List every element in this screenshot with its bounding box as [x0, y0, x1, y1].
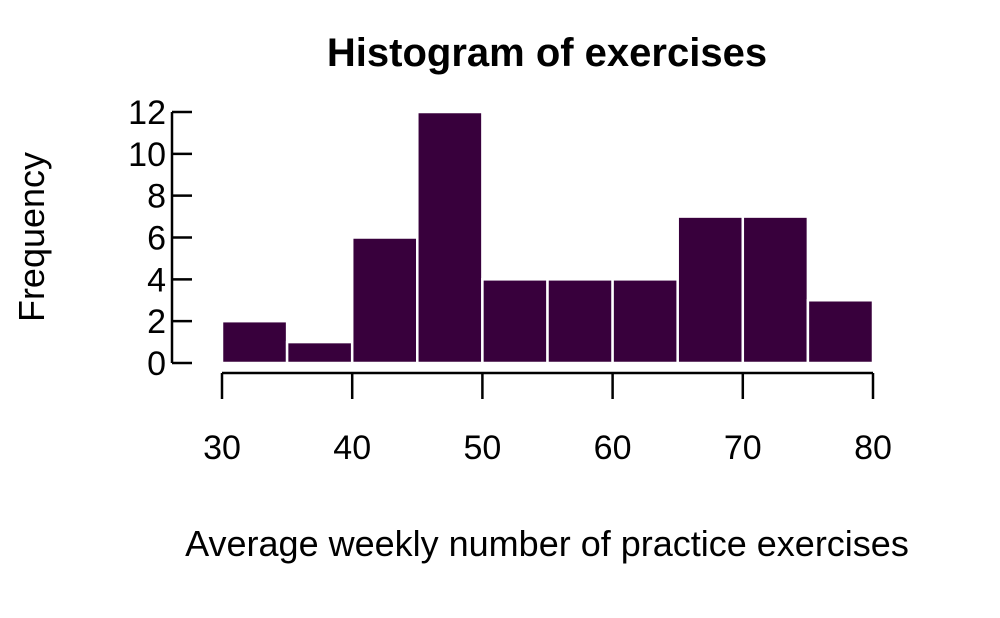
chart-title: Histogram of exercises [327, 31, 767, 75]
histogram-bar-40-45 [350, 236, 419, 365]
x-tick-label-80: 80 [854, 429, 892, 467]
histogram-bar-60-65 [611, 278, 679, 365]
histogram-bar-55-60 [546, 278, 614, 365]
histogram-bar-65-70 [676, 215, 745, 365]
y-tick-label-0: 0 [147, 345, 166, 383]
x-tick-label-60: 60 [594, 429, 632, 467]
histogram-bar-30-35 [220, 319, 289, 365]
x-tick-label-70: 70 [724, 429, 762, 467]
histogram-bar-70-75 [741, 215, 810, 365]
y-tick-label-4: 4 [147, 261, 166, 299]
y-tick-label-10: 10 [128, 136, 166, 174]
y-axis-label: Frequency [11, 152, 52, 322]
y-tick-label-6: 6 [147, 220, 166, 258]
x-tick-label-50: 50 [463, 429, 501, 467]
y-tick-label-12: 12 [128, 94, 166, 132]
x-axis: 30 40 50 60 70 80 [203, 371, 892, 467]
histogram-bar-75-80 [806, 299, 875, 365]
bars-group [220, 110, 875, 365]
x-tick-label-40: 40 [333, 429, 371, 467]
histogram-bar-50-55 [481, 278, 549, 365]
x-axis-label: Average weekly number of practice exerci… [185, 523, 909, 564]
histogram-bar-45-50 [416, 110, 484, 365]
y-axis: 0 2 46 8 10 12 [128, 94, 192, 383]
y-tick-label-2: 2 [147, 303, 166, 341]
y-tick-label-8: 8 [147, 178, 166, 216]
histogram-bar-35-40 [285, 340, 354, 365]
x-tick-label-30: 30 [203, 429, 241, 467]
